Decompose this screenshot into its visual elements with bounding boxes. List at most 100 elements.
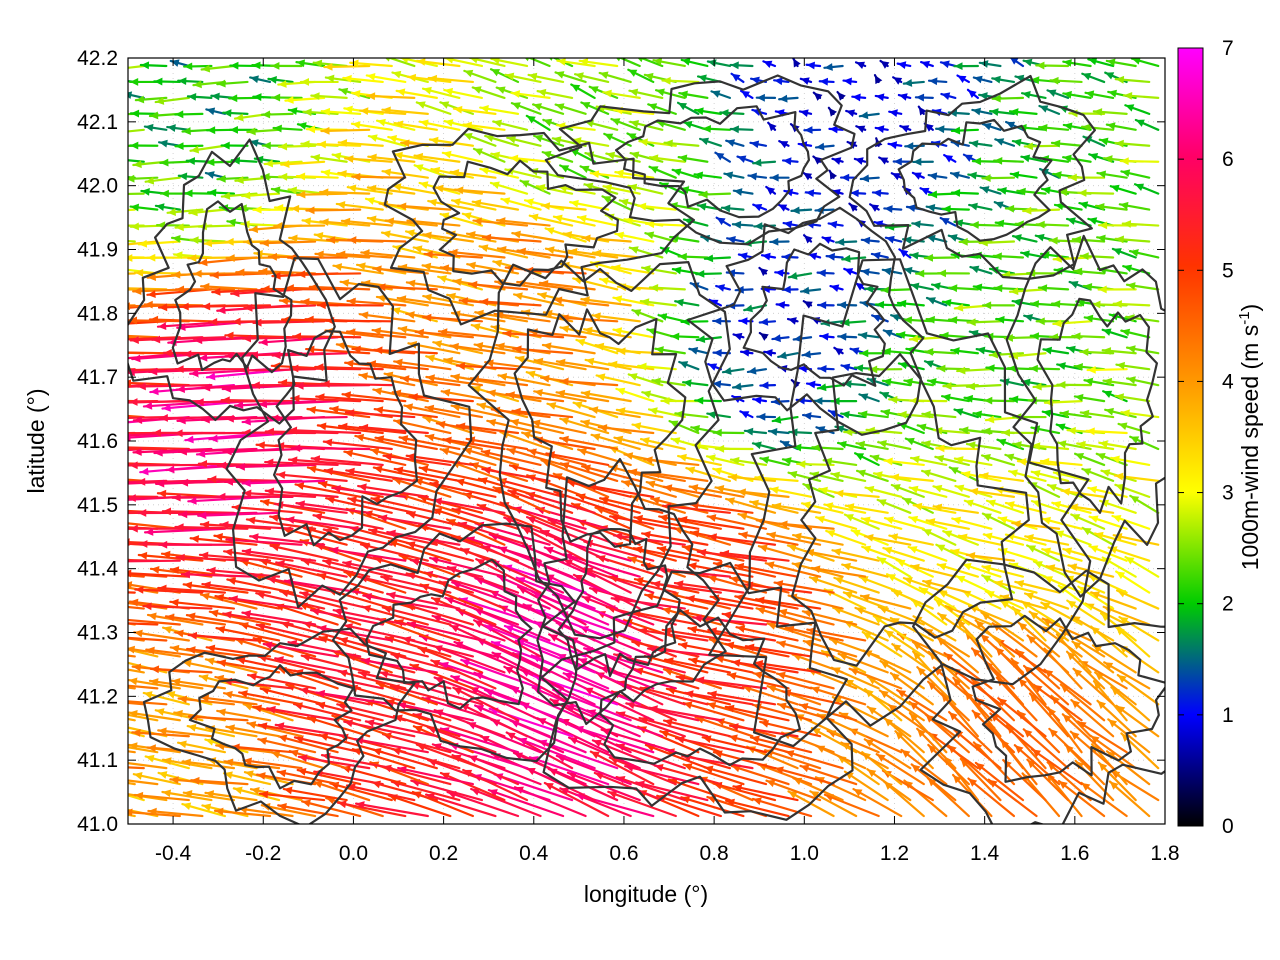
wind-vector <box>150 335 227 344</box>
contour-line <box>557 528 681 677</box>
wind-vector <box>758 266 769 277</box>
wind-vector <box>578 58 619 68</box>
wind-vector <box>413 152 461 163</box>
wind-vector <box>777 203 790 212</box>
wind-vector <box>1121 220 1160 228</box>
wind-vector <box>128 336 136 339</box>
wind-vector <box>505 391 565 403</box>
wind-vector <box>588 406 641 419</box>
wind-vector <box>1016 457 1061 467</box>
wind-vector <box>625 701 700 722</box>
wind-vector <box>497 373 551 387</box>
wind-vector <box>777 608 835 626</box>
wind-vector <box>559 377 619 387</box>
wind-vector <box>855 125 867 133</box>
wind-vector <box>128 569 190 578</box>
wind-vector <box>579 165 610 179</box>
wind-vector <box>565 479 632 498</box>
contour-line <box>742 242 886 387</box>
wind-vector <box>848 202 859 212</box>
wind-vector <box>347 496 416 514</box>
wind-vector <box>315 393 384 403</box>
wind-vector <box>198 674 249 690</box>
wind-vector <box>979 633 1025 674</box>
wind-vector <box>358 372 416 387</box>
wind-vector <box>1041 516 1083 530</box>
wind-vector <box>372 265 429 275</box>
wind-vector <box>1115 589 1160 610</box>
wind-vector <box>904 437 934 451</box>
wind-vector <box>644 592 709 610</box>
wind-vector <box>128 461 204 470</box>
wind-vector <box>1077 189 1115 197</box>
wind-vector <box>297 754 371 770</box>
contour-line <box>225 257 473 609</box>
wind-vector <box>615 680 686 706</box>
wind-vector <box>771 334 790 343</box>
wind-vector <box>463 69 497 84</box>
wind-vector <box>128 351 168 355</box>
wind-vector <box>695 335 722 344</box>
wind-vector <box>1091 644 1137 674</box>
wind-vector <box>993 284 1025 293</box>
wind-vector <box>1067 173 1106 182</box>
wind-vector <box>925 315 957 324</box>
wind-vector <box>154 96 190 105</box>
wind-vector <box>1088 544 1128 562</box>
wind-vector <box>855 440 889 451</box>
colorbar-tick-label: 3 <box>1222 482 1234 505</box>
y-tick-label: 41.5 <box>77 494 118 517</box>
wind-vector <box>932 484 970 498</box>
wind-vector <box>449 168 497 179</box>
wind-vector <box>343 449 407 467</box>
wind-vector <box>727 734 790 754</box>
wind-vector <box>985 499 1025 514</box>
wind-vector <box>841 254 867 263</box>
wind-vector <box>648 165 677 179</box>
wind-vector <box>511 407 574 419</box>
wind-vector <box>128 654 136 658</box>
wind-vector <box>180 570 258 579</box>
wind-vector <box>128 128 145 133</box>
wind-vector <box>908 485 948 498</box>
contour-line <box>467 259 731 640</box>
wind-vector <box>1026 544 1061 562</box>
wind-vector <box>525 114 551 131</box>
wind-vector <box>569 199 610 211</box>
wind-vector <box>816 301 835 310</box>
wind-vector <box>1112 300 1151 308</box>
wind-vector <box>616 58 641 68</box>
wind-vector <box>940 92 957 100</box>
wind-vector <box>755 93 777 102</box>
wind-vector <box>1038 104 1061 115</box>
wind-vector <box>296 767 362 786</box>
wind-vector <box>825 252 844 261</box>
wind-vector <box>910 763 957 802</box>
wind-vector <box>874 300 903 309</box>
wind-vector <box>968 487 1016 498</box>
wind-vector <box>840 363 858 372</box>
wind-vector <box>759 456 790 467</box>
wind-vector <box>701 124 732 133</box>
wind-vector <box>997 697 1047 738</box>
wind-vector <box>805 61 822 70</box>
wind-vector <box>136 382 213 391</box>
wind-vector <box>978 60 1002 68</box>
colorbar-tick-label: 2 <box>1222 593 1234 616</box>
wind-vector <box>855 469 889 482</box>
wind-vector <box>455 362 520 371</box>
wind-vector <box>682 379 709 388</box>
wind-vector <box>453 640 529 674</box>
y-tick-label: 42.0 <box>77 175 118 198</box>
wind-vector <box>1101 328 1128 339</box>
wind-vector <box>902 79 925 87</box>
wind-vector <box>386 529 461 546</box>
wind-vector <box>940 393 970 403</box>
wind-vector <box>1130 58 1160 68</box>
wind-vector <box>300 653 371 674</box>
wind-vector <box>790 206 813 215</box>
wind-vector <box>409 558 484 578</box>
wind-vector <box>801 350 822 359</box>
wind-vector <box>573 72 610 84</box>
wind-vector <box>128 709 181 722</box>
